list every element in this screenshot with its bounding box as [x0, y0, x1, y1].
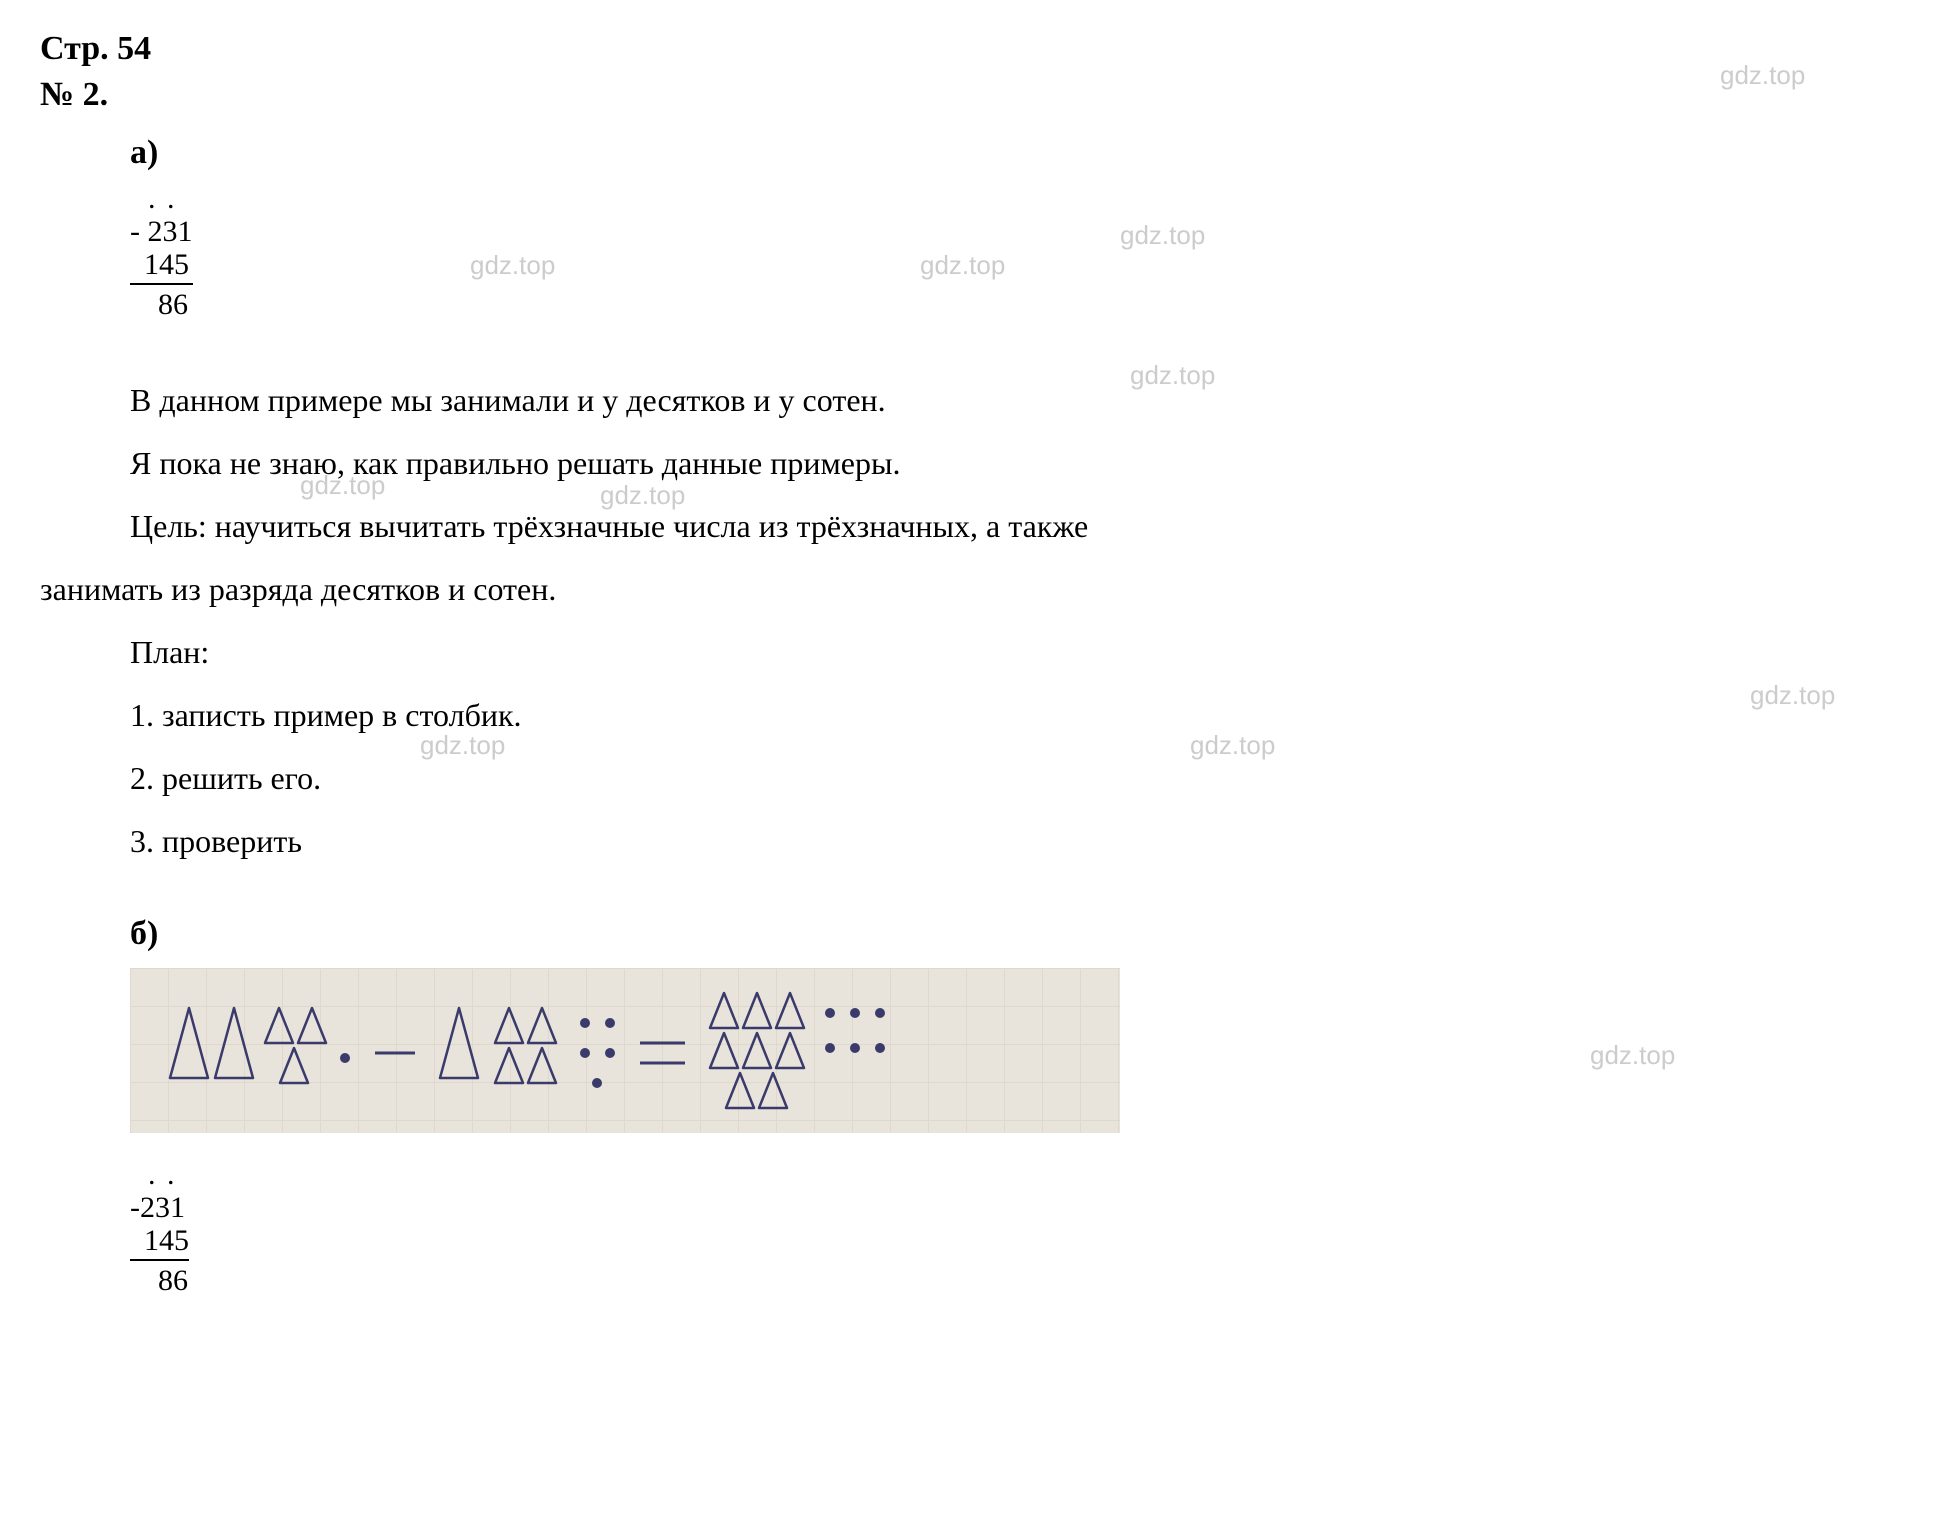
subtraction-b: . . -231 145 86 — [130, 1158, 189, 1297]
sub-b-subtrahend: 145 — [130, 1224, 189, 1261]
plan-item-1: 1. записть пример в столбик. — [130, 691, 1909, 739]
plan-item-3: 3. проверить — [130, 817, 1909, 865]
shapes-drawing — [130, 968, 1120, 1133]
sub-a-dots: . . — [130, 182, 193, 215]
text-paragraph-3a: Цель: научиться вычитать трёхзначные чис… — [40, 502, 1909, 550]
plan-label: План: — [130, 628, 1909, 676]
section-a: а) . . - 231 145 86 — [130, 134, 1909, 346]
text-paragraph-3b: занимать из разряда десятков и сотен. — [40, 565, 1909, 613]
sub-a-result: 86 — [130, 285, 193, 321]
text-paragraph-1: В данном примере мы занимали и у десятко… — [130, 376, 1909, 424]
problem-number: № 2. — [40, 76, 1909, 114]
subtraction-a: . . - 231 145 86 — [130, 182, 193, 321]
section-b-label: б) — [130, 915, 1909, 953]
sub-a-minuend: - 231 — [130, 215, 193, 248]
sub-b-dots: . . — [130, 1158, 189, 1191]
hand-drawing — [130, 968, 1120, 1133]
section-a-label: а) — [130, 134, 1909, 172]
sub-b-minuend: -231 — [130, 1191, 189, 1224]
page-header: Стр. 54 — [40, 30, 1909, 68]
text-paragraph-2: Я пока не знаю, как правильно решать дан… — [130, 439, 1909, 487]
sub-b-result: 86 — [130, 1261, 189, 1297]
section-b: б) — [130, 915, 1909, 1322]
sub-a-subtrahend: 145 — [130, 248, 193, 285]
plan-item-2: 2. решить его. — [130, 754, 1909, 802]
